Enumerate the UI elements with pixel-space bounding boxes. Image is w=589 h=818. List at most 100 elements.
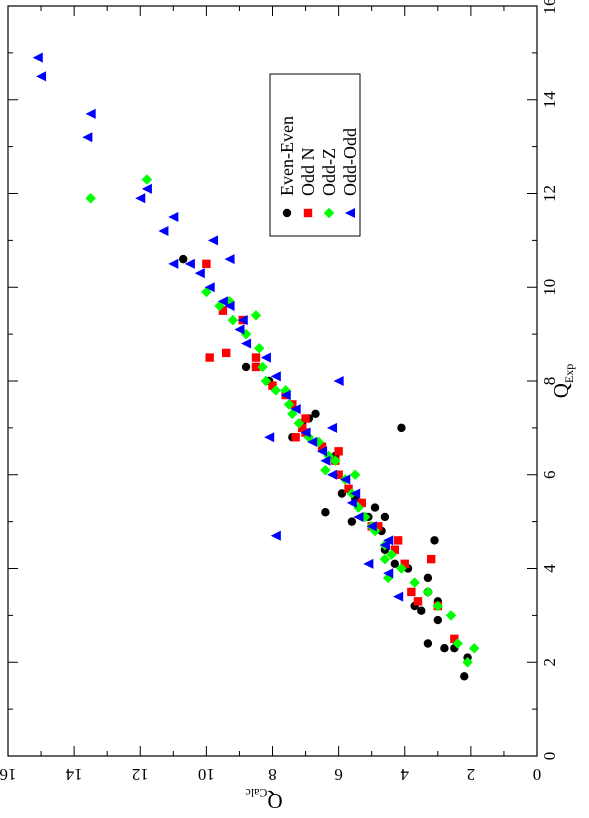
legend-marker-square [303, 208, 313, 218]
triangle-point [317, 446, 328, 457]
square-point [390, 545, 400, 554]
x-tick-label: 12 [540, 185, 559, 202]
square-point [251, 362, 261, 372]
square-point [374, 522, 383, 531]
diamond-point [445, 610, 457, 621]
triangle-point [237, 315, 248, 326]
circle-point [433, 615, 443, 625]
square-point [334, 447, 343, 456]
y-axis-title: QCalc [245, 786, 282, 813]
diamond-point [254, 342, 265, 354]
triangle-point [320, 455, 331, 466]
triangle-point [168, 258, 179, 269]
triangle-point [36, 71, 47, 82]
triangle-point [363, 558, 374, 569]
diamond-point [293, 417, 305, 429]
x-axis-title: QExp [549, 364, 576, 399]
triangle-point [326, 422, 338, 433]
circle-point [321, 508, 330, 517]
triangle-point [383, 568, 394, 579]
triangle-point [300, 427, 311, 438]
square-point [413, 597, 423, 606]
diamond-point [432, 600, 444, 612]
square-point [205, 353, 214, 362]
diamond-point [283, 399, 295, 410]
y-axis-title-sub: Calc [245, 786, 267, 800]
legend-label: Even-Even [277, 116, 297, 196]
legend-marker-circle [282, 208, 292, 218]
data-points [32, 52, 480, 681]
diamond-point [386, 549, 397, 560]
triangle-point [224, 254, 235, 265]
diamond-point [227, 314, 239, 326]
diamond-point [452, 638, 463, 649]
circle-point [347, 517, 357, 526]
triangle-point [85, 108, 96, 119]
triangle-point [290, 404, 301, 415]
diamond-point [379, 553, 391, 565]
circle-point [440, 643, 449, 653]
y-tick-label: 0 [533, 765, 542, 784]
square-point [301, 414, 310, 423]
diamond-point [422, 586, 434, 598]
square-point [222, 348, 231, 358]
square-point [291, 433, 300, 442]
legend-box [269, 73, 361, 237]
diamond-point [396, 563, 407, 574]
square-point [251, 353, 261, 362]
square-point [202, 259, 211, 269]
circle-point [370, 503, 380, 512]
diamond-point [260, 375, 272, 387]
triangle-point [346, 497, 357, 508]
triangle-point [270, 530, 281, 541]
circle-point [423, 639, 433, 648]
series-odd-odd [32, 52, 404, 602]
legend-marker-triangle [344, 207, 356, 219]
circle-point [179, 254, 188, 264]
y-tick-label: 4 [400, 765, 409, 784]
circle-point [460, 672, 469, 681]
triangle-point [326, 469, 338, 480]
triangle-point [340, 474, 351, 485]
triangle-point [207, 235, 219, 246]
x-tick-label: 16 [540, 0, 559, 15]
diamond-point [330, 455, 341, 466]
x-tick-label: 0 [540, 752, 559, 761]
y-tick-label: 10 [198, 765, 215, 784]
x-axis-title-main: Q [549, 383, 573, 398]
triangle-point [307, 436, 318, 447]
triangle-point [224, 300, 235, 312]
triangle-point [333, 375, 344, 387]
square-point [268, 381, 277, 390]
x-tick-label: 8 [540, 377, 559, 386]
triangle-point [141, 183, 152, 194]
circle-point [423, 573, 433, 583]
diamond-point [468, 642, 480, 654]
triangle-point [260, 352, 271, 363]
diamond-point [250, 310, 262, 321]
triangle-point [82, 132, 93, 143]
triangle-point [168, 211, 179, 222]
circle-point [380, 512, 390, 522]
square-point [450, 634, 459, 644]
triangle-point [383, 535, 394, 546]
diamond-point [409, 577, 420, 588]
triangle-point [135, 193, 146, 204]
circle-point [337, 489, 347, 498]
y-axis-title-main: Q [267, 789, 282, 813]
square-point [400, 559, 409, 569]
series-odd-z [85, 174, 480, 668]
x-tick-label: 4 [540, 564, 559, 573]
square-point [393, 536, 403, 545]
legend-label: Odd-Odd [340, 128, 360, 196]
square-point [344, 484, 353, 494]
diamond-point [141, 174, 153, 185]
legend-label: Odd-Z [319, 148, 339, 196]
triangle-point [32, 52, 43, 63]
diamond-point [320, 464, 331, 476]
x-tick-label: 2 [540, 658, 559, 667]
triangle-point [241, 338, 252, 349]
triangle-point [158, 225, 169, 237]
triangle-point [393, 591, 404, 602]
y-tick-label: 6 [334, 765, 343, 784]
